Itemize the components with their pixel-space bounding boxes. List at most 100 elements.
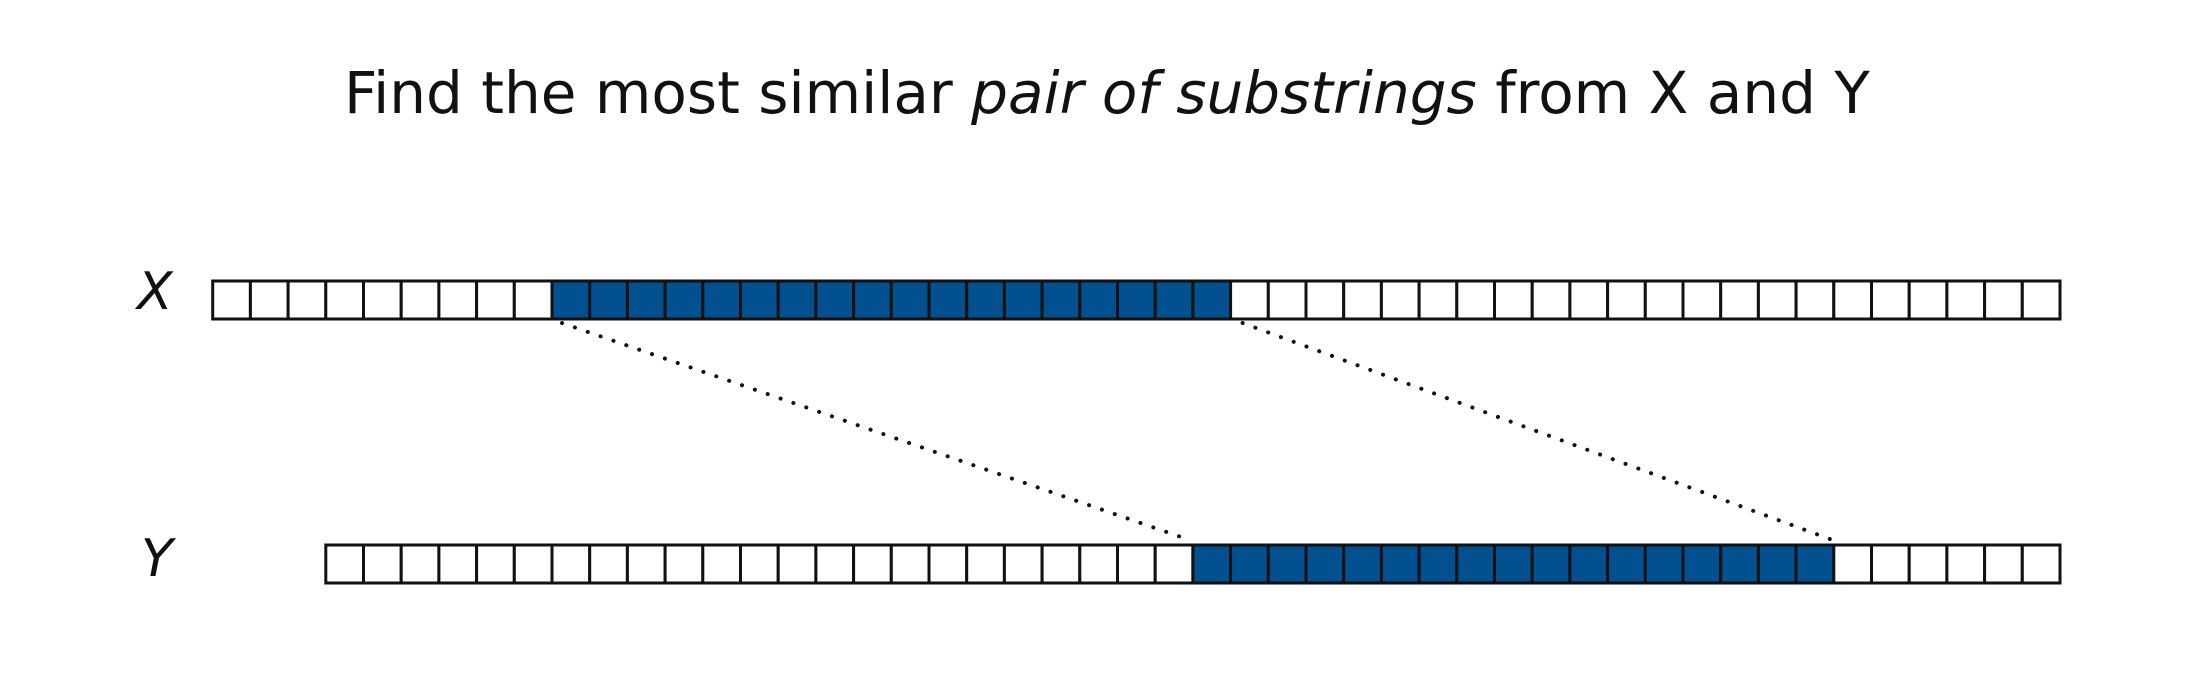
string-y-cell-highlighted bbox=[1681, 543, 1723, 585]
string-y-cell-highlighted bbox=[1417, 543, 1459, 585]
string-y-cell bbox=[1983, 543, 2024, 585]
title-emphasis: pair of substrings bbox=[971, 59, 1477, 127]
string-y-cell bbox=[1153, 543, 1195, 585]
connector-start bbox=[560, 321, 1189, 541]
string-y-cell bbox=[1078, 543, 1120, 585]
string-x-cell-highlighted bbox=[550, 279, 592, 321]
string-y-cell-highlighted bbox=[1530, 543, 1572, 585]
string-y-cell-highlighted bbox=[1191, 543, 1233, 585]
string-y-cell bbox=[1832, 543, 1874, 585]
string-x-cells bbox=[211, 279, 2062, 321]
string-y-cell bbox=[965, 543, 1006, 585]
string-x-cell bbox=[1983, 279, 2024, 321]
string-x-cell bbox=[248, 279, 290, 321]
string-y-cell bbox=[663, 543, 705, 585]
string-y-cell bbox=[475, 543, 516, 585]
string-x-cell bbox=[1643, 279, 1685, 321]
string-x-cell-highlighted bbox=[1153, 279, 1195, 321]
string-x-cell-highlighted bbox=[889, 279, 931, 321]
string-x-cell bbox=[211, 279, 252, 321]
string-x-cell bbox=[1907, 279, 1949, 321]
string-y-cell bbox=[625, 543, 667, 585]
string-y-cell bbox=[362, 543, 403, 585]
string-y-cell bbox=[1907, 543, 1949, 585]
string-x-cell-highlighted bbox=[852, 279, 893, 321]
string-y-cell bbox=[324, 543, 365, 585]
alignment-connectors bbox=[560, 321, 1832, 541]
string-x-cell bbox=[1719, 279, 1760, 321]
string-y-cell-highlighted bbox=[1794, 543, 1836, 585]
string-x-cell bbox=[1870, 279, 1911, 321]
string-y-cell-highlighted bbox=[1756, 543, 1798, 585]
string-x-cell bbox=[324, 279, 365, 321]
string-x-cell bbox=[1530, 279, 1572, 321]
string-y-cell-highlighted bbox=[1606, 543, 1647, 585]
string-x-cell bbox=[2020, 279, 2062, 321]
string-x-cell bbox=[437, 279, 479, 321]
string-y-cell bbox=[399, 543, 441, 585]
string-y-cells bbox=[324, 543, 2062, 585]
string-x-cell bbox=[1417, 279, 1459, 321]
string-x-cell-highlighted bbox=[776, 279, 818, 321]
string-x-cell-highlighted bbox=[663, 279, 705, 321]
string-x-cell bbox=[362, 279, 403, 321]
string-x-cell bbox=[1379, 279, 1421, 321]
string-y-cell bbox=[588, 543, 629, 585]
string-y-cell bbox=[437, 543, 479, 585]
string-x-cell bbox=[1568, 279, 1610, 321]
string-y-cell bbox=[776, 543, 818, 585]
string-y-cell bbox=[1002, 543, 1044, 585]
string-x-cell bbox=[1229, 279, 1270, 321]
string-x-cell bbox=[1945, 279, 1987, 321]
diagram-title: Find the most similar pair of substrings… bbox=[344, 58, 1870, 128]
string-x-cell-highlighted bbox=[1002, 279, 1044, 321]
string-y-cell bbox=[927, 543, 969, 585]
string-x-cell bbox=[1493, 279, 1534, 321]
string-y-cell-highlighted bbox=[1455, 543, 1497, 585]
string-y-cell bbox=[814, 543, 856, 585]
title-suffix: from X and Y bbox=[1476, 59, 1870, 127]
string-y-cell bbox=[889, 543, 931, 585]
string-y-cell bbox=[739, 543, 780, 585]
string-y-cell bbox=[1116, 543, 1157, 585]
string-y-cell bbox=[852, 543, 893, 585]
string-y-cell-highlighted bbox=[1229, 543, 1270, 585]
string-y-cell bbox=[1945, 543, 1987, 585]
string-x-cell-highlighted bbox=[1040, 279, 1082, 321]
string-y-cell-highlighted bbox=[1379, 543, 1421, 585]
string-x-cell bbox=[1756, 279, 1798, 321]
string-x-cell-highlighted bbox=[739, 279, 780, 321]
string-y-cell-highlighted bbox=[1493, 543, 1534, 585]
string-x-cell-highlighted bbox=[701, 279, 742, 321]
string-y-cell bbox=[1870, 543, 1911, 585]
string-x-cell bbox=[1455, 279, 1497, 321]
title-prefix: Find the most similar bbox=[344, 59, 972, 127]
string-x-cell bbox=[399, 279, 441, 321]
string-x-cell bbox=[1266, 279, 1308, 321]
string-y-cell-highlighted bbox=[1643, 543, 1685, 585]
string-x-cell bbox=[1681, 279, 1723, 321]
string-x-cell-highlighted bbox=[1191, 279, 1233, 321]
string-y-cell bbox=[701, 543, 742, 585]
string-x-cell-highlighted bbox=[927, 279, 969, 321]
string-y-cell bbox=[2020, 543, 2062, 585]
string-x-cell bbox=[1304, 279, 1346, 321]
string-y-label: Y bbox=[141, 529, 173, 589]
string-x-cell bbox=[512, 279, 554, 321]
string-x-cell-highlighted bbox=[1116, 279, 1157, 321]
string-x-cell bbox=[1794, 279, 1836, 321]
string-y-cell-highlighted bbox=[1568, 543, 1610, 585]
string-y-cell-highlighted bbox=[1266, 543, 1308, 585]
string-y-cell bbox=[550, 543, 592, 585]
string-x-cell bbox=[1606, 279, 1647, 321]
string-y-cell-highlighted bbox=[1719, 543, 1760, 585]
string-y-cell-highlighted bbox=[1342, 543, 1383, 585]
string-x-label: X bbox=[137, 262, 173, 322]
string-x-cell-highlighted bbox=[814, 279, 856, 321]
string-x-cell bbox=[1342, 279, 1383, 321]
string-x-cell-highlighted bbox=[1078, 279, 1120, 321]
string-y-cell bbox=[512, 543, 554, 585]
string-y-cell-highlighted bbox=[1304, 543, 1346, 585]
string-x-cell bbox=[286, 279, 328, 321]
